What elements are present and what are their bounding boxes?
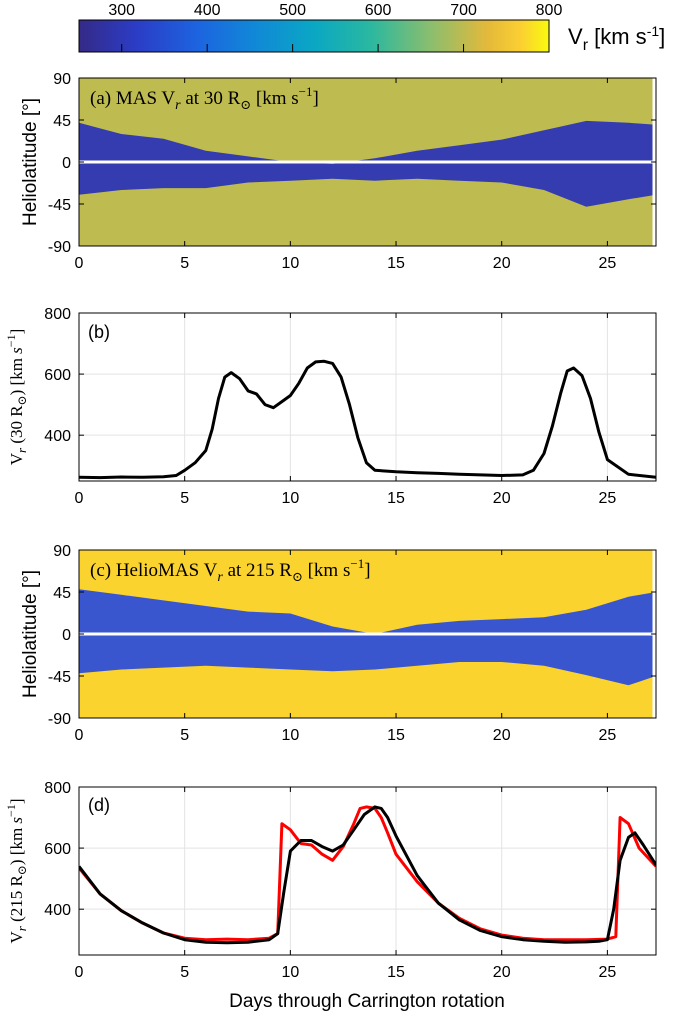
x-tick-label: 0	[75, 490, 84, 507]
x-tick-label: 25	[598, 490, 616, 507]
colorbar-gradient	[78, 19, 550, 53]
panel-d-background	[79, 787, 656, 955]
panel-b-axes: 0 5 10 15 20 25 400 600 800	[44, 306, 656, 507]
panel-b-ylabel: Vr (30 R⊙) [km s−1]	[4, 329, 29, 466]
colorbar-tick-label: 700	[450, 2, 477, 19]
y-tick-label: 800	[44, 780, 71, 797]
series-line-1	[79, 359, 656, 480]
panel-b-frame	[78, 312, 657, 482]
y-tick-label: -45	[48, 197, 71, 214]
panel-d: 0 5 10 15 20 25 400 600 800 (d) Vr (215 R⊙) [km …	[4, 780, 657, 981]
x-tick-label: 10	[281, 727, 299, 744]
panel-a-ylabel: Heliolatitude [°]	[20, 98, 41, 226]
colorbar-tick-label: 300	[108, 2, 135, 19]
colorbar-label: Vr [km s-1]	[568, 23, 665, 54]
colorbar-tick-label: 500	[279, 2, 306, 19]
panel-a: 0 5 10 15 20 25 90 45 0 -45 -90 (a) MAS Vr at 30 R…	[20, 71, 657, 272]
x-tick-label: 20	[493, 964, 511, 981]
x-axis-label: Days through Carrington rotation	[229, 991, 505, 1012]
panel-a-slow-wind-band	[79, 120, 656, 207]
panel-d-axes: 0 5 10 15 20 25 400 600 800	[44, 780, 656, 981]
series-line-2	[79, 805, 656, 945]
panel-c-axes: 0 5 10 15 20 25 90 45 0 -45 -90	[48, 543, 656, 744]
panel-d-ylabel: Vr (215 R⊙) [km s−1]	[4, 798, 29, 943]
y-tick-label: -90	[48, 711, 71, 728]
y-tick-label: -90	[48, 239, 71, 256]
colorbar-ticks: 300 400 500 600 700 800	[108, 2, 562, 52]
panel-b-label: (b)	[88, 322, 110, 342]
x-tick-label: 5	[180, 727, 189, 744]
x-tick-label: 15	[387, 255, 405, 272]
x-tick-label: 25	[598, 727, 616, 744]
y-tick-label: 45	[53, 113, 71, 130]
panel-d-series	[79, 805, 656, 945]
y-tick-label: 400	[44, 902, 71, 919]
panel-a-title: (a) MAS Vr at 30 R⊙ [km s−1]	[90, 84, 319, 113]
series-line-1	[79, 805, 656, 942]
panel-c-slow-wind-band	[79, 589, 656, 686]
panel-b: 0 5 10 15 20 25 400 600 800 (b) Vr (30 R⊙) [km s…	[4, 306, 657, 507]
x-tick-label: 25	[598, 964, 616, 981]
x-tick-label: 10	[281, 255, 299, 272]
x-tick-label: 10	[281, 490, 299, 507]
panel-a-axes: 0 5 10 15 20 25 90 45 0 -45 -90	[48, 71, 656, 272]
y-tick-label: 90	[53, 71, 71, 88]
y-tick-label: 800	[44, 306, 71, 323]
panel-d-frame	[78, 786, 657, 956]
x-tick-label: 0	[75, 964, 84, 981]
x-tick-label: 0	[75, 255, 84, 272]
x-tick-label: 5	[180, 490, 189, 507]
y-tick-label: 45	[53, 585, 71, 602]
y-tick-label: 90	[53, 543, 71, 560]
panel-c-ylabel: Heliolatitude [°]	[20, 570, 41, 698]
x-tick-label: 20	[493, 727, 511, 744]
x-tick-label: 20	[493, 490, 511, 507]
colorbar-tick-label: 600	[365, 2, 392, 19]
x-tick-label: 25	[598, 255, 616, 272]
y-tick-label: 0	[62, 627, 71, 644]
x-tick-label: 10	[281, 964, 299, 981]
panel-b-series	[79, 359, 656, 480]
x-tick-label: 15	[387, 727, 405, 744]
x-tick-label: 15	[387, 964, 405, 981]
panel-c: 0 5 10 15 20 25 90 45 0 -45 -90 (c) HelioMAS Vr at…	[20, 543, 657, 744]
y-tick-label: 0	[62, 155, 71, 172]
x-tick-label: 20	[493, 255, 511, 272]
y-tick-label: 600	[44, 367, 71, 384]
y-tick-label: 400	[44, 428, 71, 445]
panel-b-background	[79, 313, 656, 481]
x-tick-label: 5	[180, 255, 189, 272]
panel-d-label: (d)	[88, 795, 110, 815]
x-tick-label: 15	[387, 490, 405, 507]
y-tick-label: -45	[48, 669, 71, 686]
x-tick-label: 0	[75, 727, 84, 744]
panel-c-title: (c) HelioMAS Vr at 215 R⊙ [km s−1]	[90, 556, 371, 585]
y-tick-label: 600	[44, 841, 71, 858]
colorbar: 300 400 500 600 700 800 Vr [km s-1]	[78, 2, 665, 54]
colorbar-tick-label: 800	[536, 2, 563, 19]
colorbar-tick-label: 400	[194, 2, 221, 19]
x-tick-label: 5	[180, 964, 189, 981]
